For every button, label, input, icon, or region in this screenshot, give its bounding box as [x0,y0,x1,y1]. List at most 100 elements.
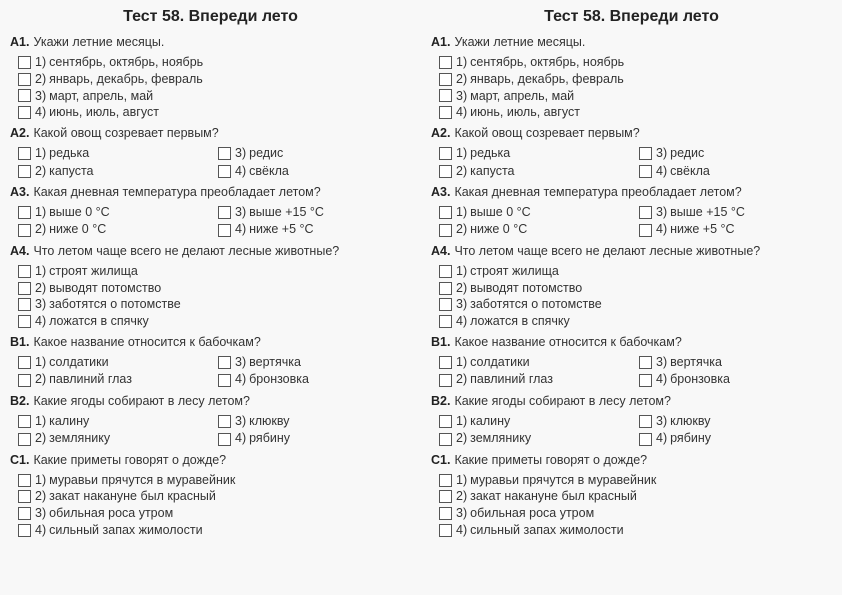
checkbox[interactable] [439,106,452,119]
checkbox[interactable] [218,415,231,428]
checkbox[interactable] [639,224,652,237]
option-row: 1)муравьи прячутся в муравейник [439,472,832,489]
checkbox[interactable] [439,524,452,537]
option-number: 2) [35,430,46,448]
checkbox[interactable] [18,282,31,295]
question-label: B2. [10,394,29,408]
checkbox[interactable] [18,315,31,328]
option-number: 1) [35,54,46,71]
checkbox[interactable] [18,474,31,487]
checkbox[interactable] [439,73,452,86]
checkbox[interactable] [639,165,652,178]
question-header: A1.Укажи летние месяцы. [431,32,832,53]
option-text: ниже +5 °C [249,221,313,239]
checkbox[interactable] [18,433,31,446]
option-text: свёкла [670,163,710,181]
checkbox[interactable] [439,282,452,295]
checkbox[interactable] [218,433,231,446]
options-wrap: 1)сентябрь, октябрь, ноябрь2)январь, дек… [439,54,832,122]
option-row: 3)редис [218,145,418,163]
option-number: 1) [456,145,467,163]
checkbox[interactable] [439,165,452,178]
checkbox[interactable] [18,73,31,86]
checkbox[interactable] [439,147,452,160]
options-wrap: 1)редька3)редис2)капуста4)свёкла [439,145,832,180]
checkbox[interactable] [439,433,452,446]
checkbox[interactable] [18,490,31,503]
checkbox[interactable] [18,265,31,278]
option-number: 3) [235,354,246,372]
left-column: Тест 58. Впереди летоA1.Укажи летние мес… [0,0,421,595]
option-text: свёкла [249,163,289,181]
option-text: выше +15 °C [670,204,745,222]
question-B1: B1.Какое название относится к бабочкам?1… [431,332,832,389]
option-number: 3) [456,88,467,105]
question-text: Какая дневная температура преобладает ле… [33,185,320,199]
option-number: 4) [235,430,246,448]
option-row: 4)рябину [639,430,839,448]
checkbox[interactable] [18,524,31,537]
checkbox[interactable] [439,265,452,278]
option-number: 2) [456,488,467,505]
checkbox[interactable] [218,224,231,237]
checkbox[interactable] [439,206,452,219]
checkbox[interactable] [439,490,452,503]
option-number: 3) [656,145,667,163]
option-number: 1) [35,413,46,431]
checkbox[interactable] [639,356,652,369]
checkbox[interactable] [218,165,231,178]
checkbox[interactable] [18,356,31,369]
checkbox[interactable] [18,224,31,237]
checkbox[interactable] [18,298,31,311]
option-text: землянику [470,430,531,448]
checkbox[interactable] [439,298,452,311]
option-number: 1) [456,413,467,431]
checkbox[interactable] [18,56,31,69]
option-number: 1) [456,472,467,489]
checkbox[interactable] [639,206,652,219]
option-text: клюкву [670,413,710,431]
checkbox[interactable] [439,224,452,237]
checkbox[interactable] [218,206,231,219]
question-header: A3.Какая дневная температура преобладает… [431,182,832,203]
checkbox[interactable] [18,89,31,102]
options-wrap: 1)сентябрь, октябрь, ноябрь2)январь, дек… [18,54,411,122]
checkbox[interactable] [218,374,231,387]
question-text: Что летом чаще всего не делают лесные жи… [454,244,760,258]
checkbox[interactable] [439,474,452,487]
checkbox[interactable] [439,89,452,102]
checkbox[interactable] [639,433,652,446]
checkbox[interactable] [439,415,452,428]
question-text: Какие ягоды собирают в лесу летом? [454,394,671,408]
option-number: 2) [35,280,46,297]
checkbox[interactable] [218,147,231,160]
option-number: 3) [456,505,467,522]
question-header: C1.Какие приметы говорят о дожде? [431,450,832,471]
checkbox[interactable] [18,165,31,178]
option-number: 4) [35,522,46,539]
option-row: 2)январь, декабрь, февраль [439,71,832,88]
checkbox[interactable] [18,415,31,428]
checkbox[interactable] [18,206,31,219]
options-wrap: 1)строят жилища2)выводят потомство3)забо… [18,263,411,331]
checkbox[interactable] [439,356,452,369]
checkbox[interactable] [439,374,452,387]
options-wrap: 1)калину3)клюкву2)землянику4)рябину [439,413,832,448]
checkbox[interactable] [18,507,31,520]
option-row: 2)закат накануне был красный [439,488,832,505]
checkbox[interactable] [439,56,452,69]
checkbox[interactable] [639,147,652,160]
checkbox[interactable] [439,315,452,328]
checkbox[interactable] [18,374,31,387]
checkbox[interactable] [639,415,652,428]
option-number: 2) [35,71,46,88]
option-number: 1) [456,263,467,280]
option-row: 2)павлиний глаз [439,371,639,389]
option-text: строят жилища [49,263,138,280]
checkbox[interactable] [639,374,652,387]
checkbox[interactable] [218,356,231,369]
checkbox[interactable] [18,106,31,119]
checkbox[interactable] [439,507,452,520]
checkbox[interactable] [18,147,31,160]
option-text: закат накануне был красный [470,488,637,505]
